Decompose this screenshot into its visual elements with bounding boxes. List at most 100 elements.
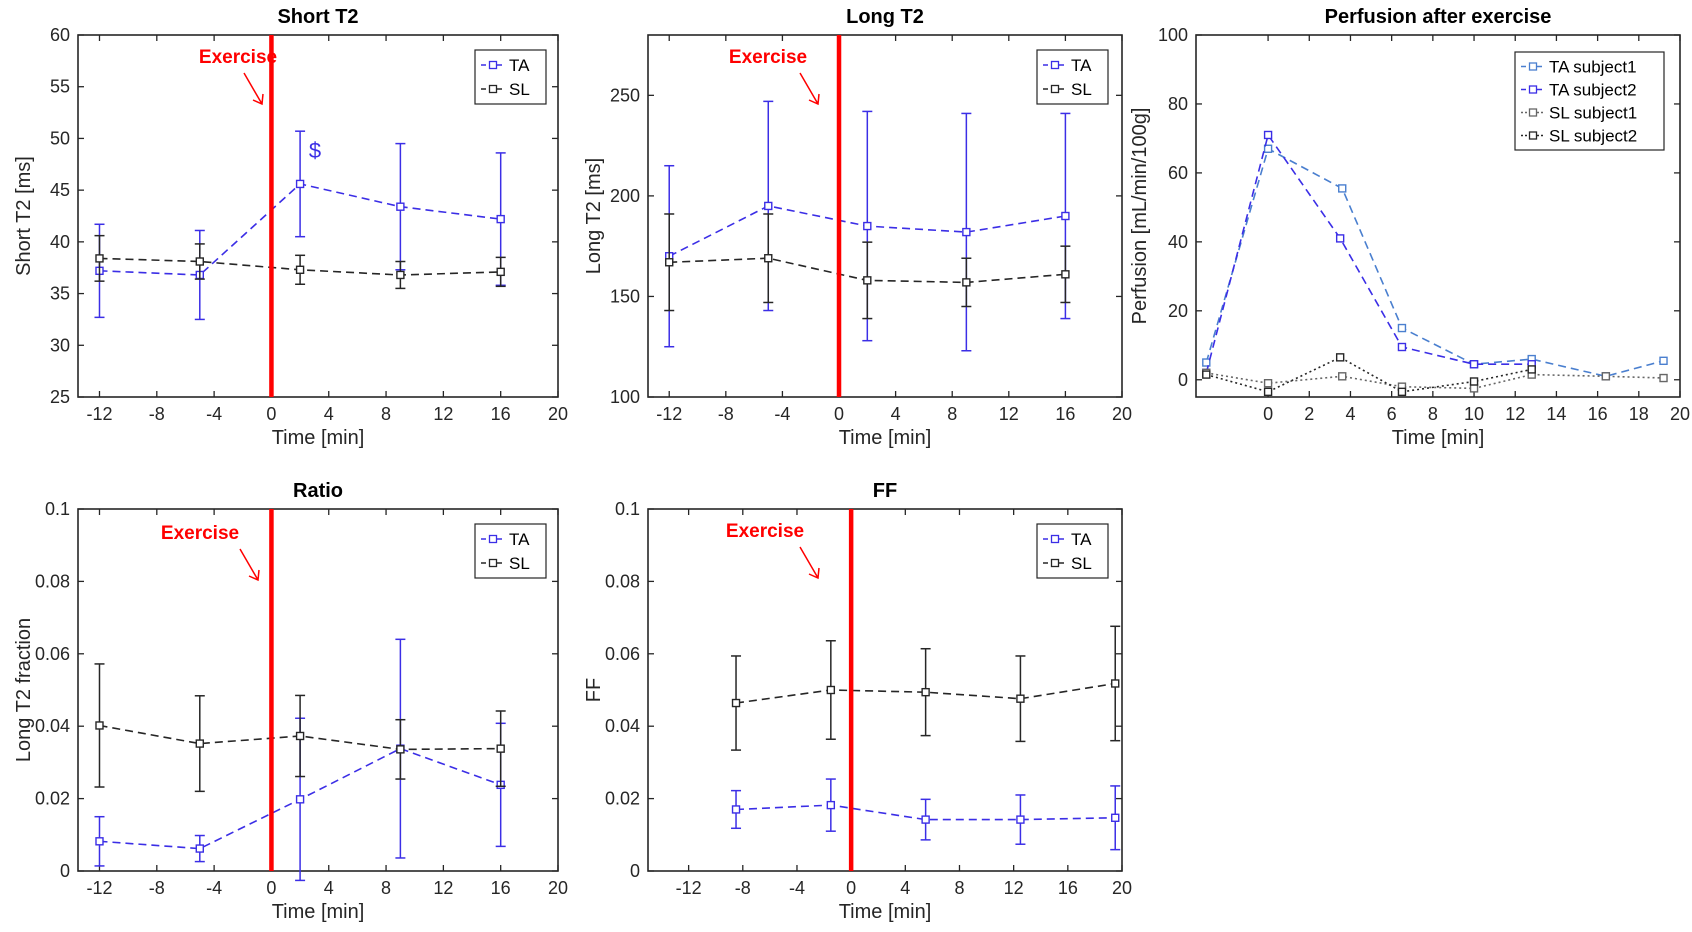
legend-swatch-marker [488,558,498,568]
data-point [195,844,204,853]
legend-entry-ta: TA [509,56,530,75]
x-axis-label: Time [min] [272,427,365,449]
x-tick-label: 0 [846,878,856,898]
legend-entry-sl-subject2: SL subject2 [1549,127,1637,146]
data-point [1338,372,1347,381]
series-sl-subject1 [1202,368,1668,393]
x-tick-label: 16 [491,404,511,424]
data-point [1263,387,1273,397]
data-point [764,254,773,263]
y-tick-label: 0 [60,861,70,881]
legend-swatch-marker [1050,84,1060,94]
series-ta [731,778,1121,851]
data-point [1111,679,1120,688]
x-tick-label: 20 [548,878,568,898]
data-point [295,731,305,741]
y-tick-label: 200 [610,186,640,206]
y-axis-label: FF [583,678,605,702]
data-point [1016,694,1025,703]
data-point [396,270,405,280]
data-point [1397,342,1407,352]
legend-box [1036,523,1109,579]
plot-frame [77,508,559,872]
y-tick-label: 60 [1168,163,1188,183]
legend-swatch-marker [1050,60,1060,70]
plot-frame [647,508,1123,872]
data-point [1659,356,1668,365]
legend-swatch [1043,60,1067,70]
data-point [1335,353,1345,362]
chart-long-t2: -12 -8 -4 0 4 8 12 16 20 100 150 200 250 Long T2 Time… [583,6,1132,449]
x-tick-label: 4 [1345,404,1355,424]
x-tick-label: 16 [491,878,511,898]
legend-swatch [481,534,505,544]
arrow-head [808,93,820,106]
x-tick-label: 2 [1304,404,1314,424]
data-point [1338,184,1347,193]
data-point [95,254,104,263]
legend-entry-ta: TA [509,530,530,549]
y-axis-label: Short T2 [ms] [13,156,35,276]
exercise-arrow-icon [799,72,820,106]
y-tick-label: 0.02 [35,789,70,809]
y-tick-label: 40 [50,232,70,252]
exercise-label: Exercise [729,47,807,68]
x-tick-label: 8 [381,878,391,898]
data-point [1335,234,1345,243]
series-sl [94,234,506,290]
plot-frame [77,34,559,398]
data-point [1601,372,1611,381]
plot-frame [1195,34,1681,398]
legend-box [474,523,547,579]
y-tick-label: 60 [50,25,70,45]
x-tick-label: 12 [1505,404,1525,424]
significance-annotation: $ [309,138,321,163]
exercise-arrow-icon [239,548,260,582]
x-tick-label: 0 [266,404,276,424]
x-tick-label: 0 [834,404,844,424]
data-point [962,227,971,237]
exercise-arrow-icon [243,72,264,106]
x-tick-label: 18 [1629,404,1649,424]
x-tick-label: 8 [954,878,964,898]
y-tick-label: 150 [610,286,640,306]
x-tick-label: 14 [1546,404,1566,424]
x-tick-label: 0 [266,878,276,898]
legend-swatch-marker [488,534,498,544]
x-tick-label: 20 [1112,404,1132,424]
legend-swatch [1043,534,1067,544]
legend-entry-sl-subject1: SL subject1 [1549,104,1637,123]
series-line [1205,133,1532,374]
data-point [295,265,305,274]
x-tick-label: -4 [789,878,805,898]
legend-entry-ta-subject1: TA subject1 [1549,58,1637,77]
legend-entry-sl: SL [1071,80,1092,99]
y-tick-label: 50 [50,128,70,148]
x-tick-label: 8 [947,404,957,424]
arrow-shaft [799,546,819,579]
x-tick-label: 20 [548,404,568,424]
x-tick-label: 10 [1464,404,1484,424]
x-tick-label: -4 [206,404,222,424]
legend-box [1514,51,1665,151]
legend-swatch-marker [1528,85,1538,94]
legend-entry-ta-subject2: TA subject2 [1549,81,1637,100]
x-tick-label: -12 [676,878,702,898]
tick-marks: -12 -8 -4 0 4 8 12 16 20 0 0.02 0.04 0.06 0.08 0.1 [605,499,1132,898]
data-point [1202,370,1211,379]
x-tick-label: -8 [149,878,165,898]
plot-frame [647,34,1123,398]
tick-marks: -12 -8 -4 0 4 8 12 16 20 100 150 200 250 [610,35,1132,424]
y-axis-label: Long T2 [ms] [583,158,605,274]
data-point [962,278,971,287]
x-tick-label: 20 [1670,404,1690,424]
y-tick-label: 0 [1178,370,1188,390]
data-point [1111,813,1120,822]
x-axis-label: Time [min] [1392,427,1485,449]
data-point [396,745,405,754]
series-line [1205,147,1664,378]
x-tick-label: -4 [774,404,790,424]
exercise-label: Exercise [726,521,804,542]
